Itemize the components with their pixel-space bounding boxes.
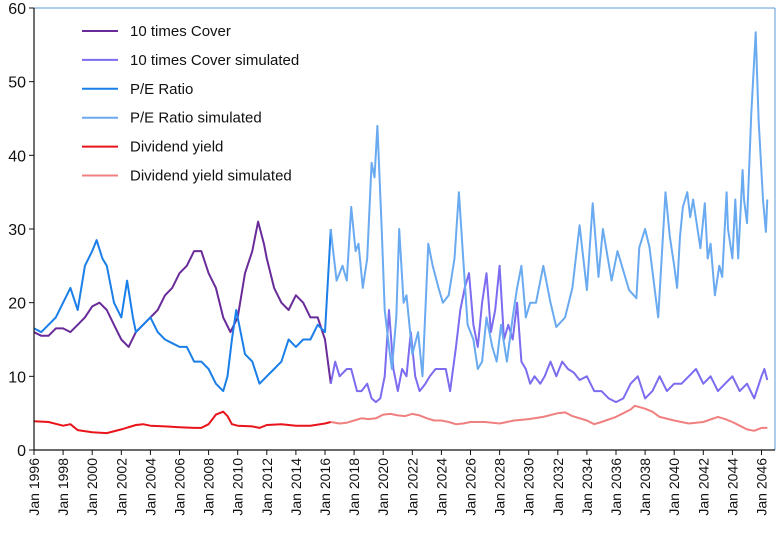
- x-tick-label: Jan 2010: [230, 458, 246, 516]
- y-tick-label: 40: [8, 148, 26, 165]
- x-tick-label: Jan 2040: [666, 458, 682, 516]
- y-ticks: 0 10 20 30 40 50 60: [8, 1, 34, 460]
- legend-label: Dividend yield: [130, 139, 223, 156]
- y-tick-label: 50: [8, 75, 26, 92]
- x-tick-label: Jan 2012: [259, 458, 275, 516]
- x-tick-label: Jan 2020: [375, 458, 391, 516]
- y-tick-label: 30: [8, 222, 26, 239]
- x-tick-label: Jan 2030: [521, 458, 537, 516]
- series-line-1: [329, 264, 769, 404]
- x-tick-label: Jan 2046: [754, 458, 770, 516]
- x-tick-label: Jan 2018: [346, 458, 362, 516]
- x-tick-label: Jan 2000: [84, 458, 100, 516]
- y-tick-label: 20: [8, 296, 26, 313]
- series-line-5: [330, 404, 768, 432]
- legend-label: Dividend yield simulated: [130, 168, 292, 185]
- legend-label: 10 times Cover: [130, 23, 231, 40]
- series-line-4: [33, 410, 332, 435]
- x-ticks: Jan 1996 Jan 1998 Jan 2000 Jan 2002 Jan 2004…: [26, 450, 770, 516]
- y-tick-label: 60: [8, 1, 26, 18]
- x-tick-label: Jan 2034: [579, 458, 595, 516]
- y-tick-label: 0: [17, 443, 26, 460]
- x-tick-label: Jan 2004: [142, 458, 158, 516]
- legend-label: P/E Ratio: [130, 81, 193, 98]
- x-tick-label: Jan 2028: [492, 458, 508, 516]
- x-tick-label: Jan 2014: [288, 458, 304, 516]
- x-tick-label: Jan 2016: [317, 458, 333, 516]
- x-tick-label: Jan 1996: [26, 458, 42, 516]
- x-tick-label: Jan 1998: [55, 458, 71, 516]
- x-tick-label: Jan 2038: [637, 458, 653, 516]
- x-tick-label: Jan 2042: [695, 458, 711, 516]
- x-tick-label: Jan 2022: [404, 458, 420, 516]
- x-tick-label: Jan 2006: [172, 458, 188, 516]
- x-tick-label: Jan 2044: [724, 458, 740, 516]
- x-tick-label: Jan 2002: [113, 458, 129, 516]
- x-tick-label: Jan 2036: [608, 458, 624, 516]
- x-tick-label: Jan 2024: [433, 458, 449, 516]
- legend: 10 times Cover 10 times Cover simulated P/…: [82, 23, 299, 185]
- series-line-3: [329, 31, 769, 378]
- series-line-0: [33, 220, 332, 384]
- x-tick-label: Jan 2008: [201, 458, 217, 516]
- x-tick-label: Jan 2026: [463, 458, 479, 516]
- legend-label: P/E Ratio simulated: [130, 110, 262, 127]
- series-line-2: [33, 228, 332, 393]
- series-layer: [33, 31, 769, 435]
- x-tick-label: Jan 2032: [550, 458, 566, 516]
- y-tick-label: 10: [8, 369, 26, 386]
- legend-label: 10 times Cover simulated: [130, 52, 299, 69]
